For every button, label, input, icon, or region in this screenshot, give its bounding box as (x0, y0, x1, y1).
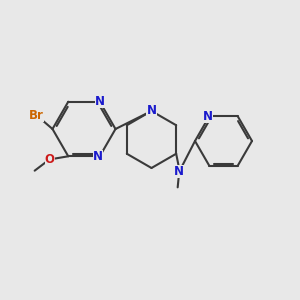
Text: N: N (93, 150, 103, 163)
Text: N: N (95, 95, 105, 108)
Text: Br: Br (28, 109, 44, 122)
Text: O: O (45, 153, 55, 166)
Text: N: N (203, 110, 213, 123)
Text: N: N (146, 104, 157, 118)
Text: N: N (174, 165, 184, 178)
